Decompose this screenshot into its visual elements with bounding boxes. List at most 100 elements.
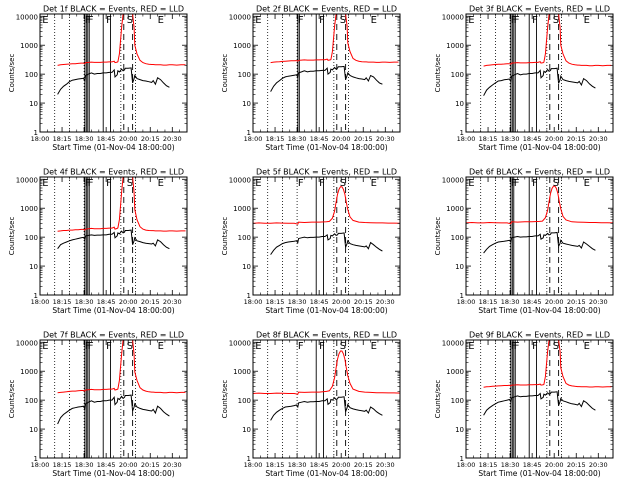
y-tick-label: 100 xyxy=(25,71,38,79)
phase-letter: F xyxy=(298,178,304,189)
phase-letter: S xyxy=(553,15,559,26)
x-tick-label: 20:00 xyxy=(119,298,138,306)
plot-frame xyxy=(39,13,188,133)
phase-letter: F xyxy=(319,15,325,26)
y-tick-label: 10000 xyxy=(229,339,251,347)
y-axis-label: Counts/sec xyxy=(8,217,16,256)
phase-letter: E xyxy=(584,178,590,189)
events-series-line xyxy=(270,65,383,92)
phase-letter: F xyxy=(514,341,520,352)
y-tick-label: 10000 xyxy=(229,13,251,21)
x-tick-label: 18:00 xyxy=(244,298,263,306)
phase-letter: S xyxy=(127,178,133,189)
y-tick-label: 10000 xyxy=(16,339,38,347)
panel-title: Det 2f BLACK = Events, RED = LLD xyxy=(256,5,397,14)
x-axis-label: Start Time (01-Nov-04 18:00:00) xyxy=(52,306,174,315)
x-tick-label: 18:45 xyxy=(523,135,542,143)
x-tick-label: 20:30 xyxy=(589,298,608,306)
x-tick-label: 20:00 xyxy=(545,298,564,306)
x-tick-label: 18:30 xyxy=(501,461,520,469)
y-tick-label: 1000 xyxy=(233,368,251,376)
phase-letter: F xyxy=(85,178,91,189)
phase-letter: F xyxy=(511,178,517,189)
x-tick-label: 18:30 xyxy=(75,461,94,469)
x-tick-label: 18:15 xyxy=(479,298,498,306)
x-tick-label: 18:00 xyxy=(457,298,476,306)
x-tick-label: 20:00 xyxy=(545,135,564,143)
phase-letter: F xyxy=(532,178,538,189)
x-tick-label: 18:30 xyxy=(501,135,520,143)
y-tick-label: 100 xyxy=(451,71,464,79)
y-tick-label: 10000 xyxy=(442,339,464,347)
y-tick-label: 10 xyxy=(455,426,464,434)
y-axis-label: Counts/sec xyxy=(434,54,442,93)
x-tick-label: 20:15 xyxy=(354,298,373,306)
phase-letter: E xyxy=(468,178,474,189)
phase-letter: F xyxy=(85,15,91,26)
x-tick-label: 20:30 xyxy=(376,298,395,306)
phase-letter: E xyxy=(42,341,48,352)
x-tick-label: 18:45 xyxy=(97,461,116,469)
x-tick-label: 18:45 xyxy=(97,135,116,143)
phase-letter: S xyxy=(127,15,133,26)
x-tick-label: 20:30 xyxy=(163,135,182,143)
phase-letter: E xyxy=(371,178,377,189)
x-tick-label: 20:30 xyxy=(589,461,608,469)
y-tick-label: 100 xyxy=(451,234,464,242)
phase-letter: S xyxy=(127,341,133,352)
x-tick-label: 18:15 xyxy=(479,461,498,469)
lld-series-line xyxy=(57,14,186,66)
phase-letter: S xyxy=(340,15,346,26)
x-tick-label: 18:15 xyxy=(53,135,72,143)
y-tick-label: 1000 xyxy=(20,205,38,213)
x-tick-label: 20:30 xyxy=(163,298,182,306)
y-tick-label: 10 xyxy=(242,100,251,108)
x-tick-label: 20:15 xyxy=(567,298,586,306)
x-tick-label: 20:00 xyxy=(332,298,351,306)
x-tick-label: 18:30 xyxy=(75,298,94,306)
x-tick-label: 20:15 xyxy=(141,461,160,469)
x-tick-label: 18:00 xyxy=(244,461,263,469)
x-tick-label: 20:30 xyxy=(163,461,182,469)
x-tick-label: 18:30 xyxy=(288,135,307,143)
x-tick-label: 18:15 xyxy=(266,298,285,306)
events-series-line xyxy=(270,232,383,255)
x-tick-label: 20:15 xyxy=(141,135,160,143)
phase-letter: F xyxy=(511,15,517,26)
phase-letter: F xyxy=(532,15,538,26)
y-tick-label: 10000 xyxy=(16,176,38,184)
y-tick-label: 100 xyxy=(238,397,251,405)
lld-series-line xyxy=(483,14,612,67)
x-tick-label: 20:00 xyxy=(332,135,351,143)
x-tick-label: 18:15 xyxy=(53,461,72,469)
y-tick-label: 10 xyxy=(29,263,38,271)
plot-frame xyxy=(465,339,614,459)
phase-letter: E xyxy=(371,341,377,352)
x-tick-label: 18:00 xyxy=(31,135,50,143)
plot-frame xyxy=(39,176,188,296)
plot-frame xyxy=(252,13,401,133)
phase-letter: F xyxy=(514,15,520,26)
x-tick-label: 18:45 xyxy=(523,298,542,306)
y-tick-label: 10 xyxy=(29,426,38,434)
phase-letter: E xyxy=(42,15,48,26)
y-tick-label: 10 xyxy=(29,100,38,108)
phase-letter: E xyxy=(468,341,474,352)
x-axis-label: Start Time (01-Nov-04 18:00:00) xyxy=(265,469,387,478)
panel-title: Det 3f BLACK = Events, RED = LLD xyxy=(469,5,610,14)
plot-frame xyxy=(465,176,614,296)
x-axis-label: Start Time (01-Nov-04 18:00:00) xyxy=(52,143,174,152)
x-tick-label: 18:45 xyxy=(97,298,116,306)
y-tick-label: 100 xyxy=(451,397,464,405)
x-tick-label: 18:30 xyxy=(75,135,94,143)
y-tick-label: 100 xyxy=(25,397,38,405)
lld-series-line xyxy=(483,340,612,388)
panel-title: Det 4f BLACK = Events, RED = LLD xyxy=(43,168,184,177)
y-axis-label: Counts/sec xyxy=(434,217,442,256)
phase-letter: S xyxy=(340,178,346,189)
phase-letter: E xyxy=(42,178,48,189)
events-series-line xyxy=(483,67,596,96)
